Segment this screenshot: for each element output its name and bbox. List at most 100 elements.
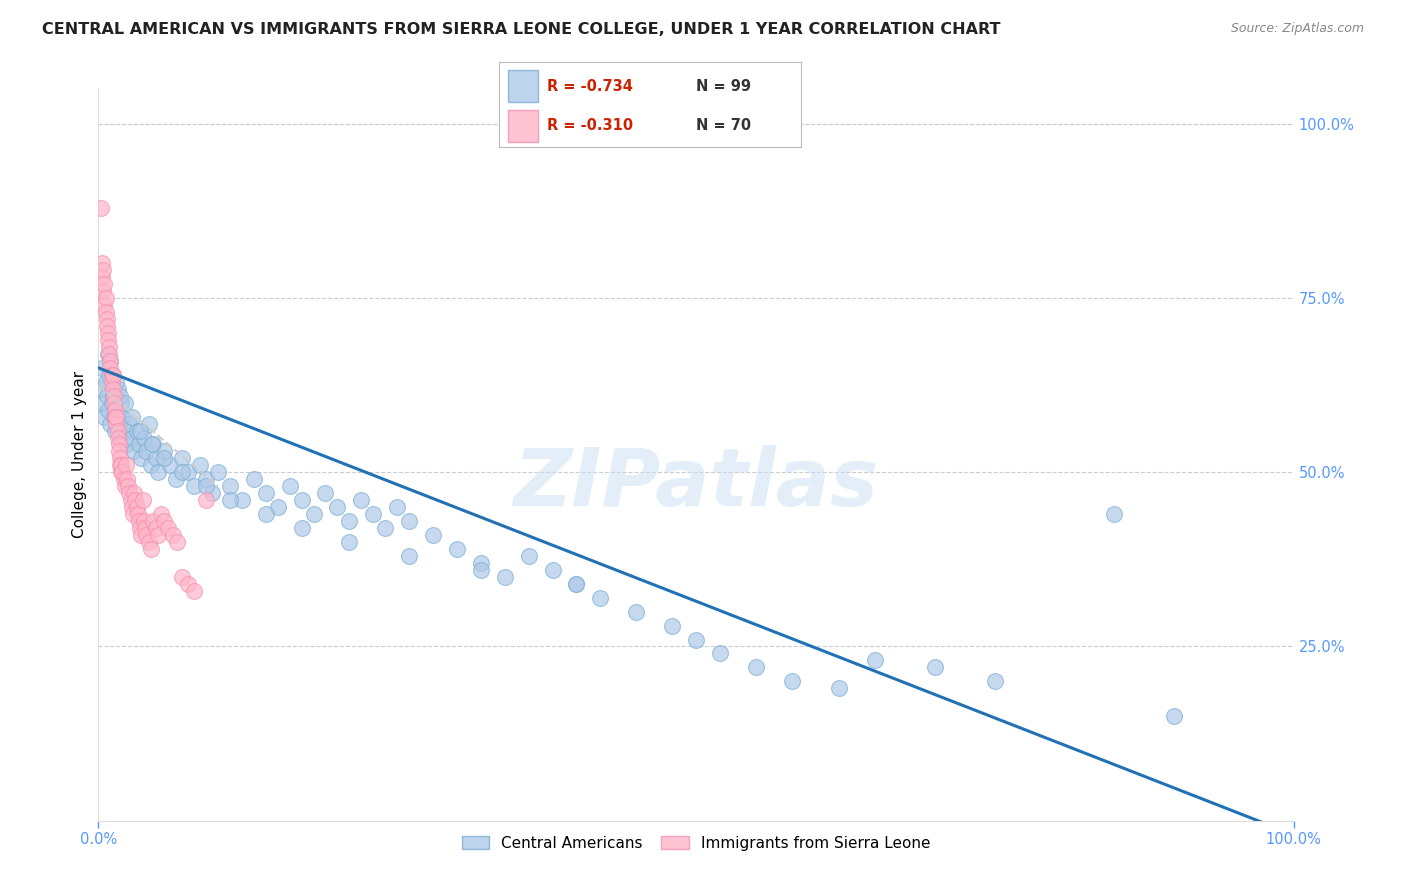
Point [129, 424, 152, 438]
Point [132, 514, 155, 528]
Point [398, 514, 420, 528]
Point [162, 528, 184, 542]
Point [104, 402, 127, 417]
Point [153, 514, 176, 528]
Point [302, 507, 325, 521]
Point [589, 591, 612, 605]
Point [565, 576, 588, 591]
Point [91, 395, 114, 409]
Point [121, 500, 143, 515]
Point [172, 570, 194, 584]
Point [94, 291, 117, 305]
Point [291, 521, 314, 535]
Point [153, 444, 176, 458]
Point [96, 319, 118, 334]
Point [107, 424, 129, 438]
Legend: Central Americans, Immigrants from Sierra Leone: Central Americans, Immigrants from Sierr… [456, 830, 936, 857]
Point [780, 674, 803, 689]
Point [138, 535, 160, 549]
Point [110, 458, 132, 473]
Point [470, 563, 492, 577]
Point [97, 402, 120, 417]
Point [98, 347, 121, 361]
Point [91, 360, 114, 375]
Point [110, 395, 132, 409]
Point [114, 479, 136, 493]
Point [494, 570, 516, 584]
Point [108, 430, 131, 444]
Point [108, 451, 131, 466]
Point [98, 368, 121, 382]
Point [159, 458, 181, 473]
Point [96, 312, 118, 326]
Point [188, 458, 211, 473]
Point [385, 500, 409, 515]
Point [107, 382, 129, 396]
Point [183, 479, 205, 493]
Point [231, 493, 253, 508]
Point [254, 486, 277, 500]
Point [101, 368, 124, 382]
Point [129, 521, 152, 535]
Point [138, 417, 160, 431]
Point [148, 466, 170, 480]
Point [98, 360, 122, 375]
Point [177, 466, 200, 480]
Point [122, 507, 145, 521]
Point [117, 479, 139, 493]
Point [661, 618, 683, 632]
Point [90, 382, 112, 396]
Point [124, 444, 146, 458]
Point [118, 417, 141, 431]
Point [97, 333, 120, 347]
Point [172, 466, 194, 480]
Point [172, 451, 194, 466]
Point [98, 354, 122, 368]
Text: ZIPatlas: ZIPatlas [513, 445, 879, 524]
Point [125, 500, 148, 515]
Text: N = 70: N = 70 [696, 119, 751, 134]
Point [98, 417, 122, 431]
Point [828, 681, 851, 696]
Point [93, 298, 115, 312]
Point [153, 451, 176, 466]
Point [517, 549, 540, 563]
Point [100, 368, 122, 382]
Point [97, 347, 120, 361]
Point [446, 541, 468, 556]
Point [100, 375, 122, 389]
Point [115, 472, 138, 486]
Point [363, 507, 385, 521]
Point [219, 479, 242, 493]
Point [183, 583, 205, 598]
Text: Source: ZipAtlas.com: Source: ZipAtlas.com [1230, 22, 1364, 36]
Point [470, 556, 492, 570]
Point [124, 486, 146, 500]
Point [139, 541, 162, 556]
Point [103, 395, 125, 409]
Point [111, 409, 134, 424]
Point [148, 528, 170, 542]
Point [1163, 709, 1185, 723]
Point [145, 521, 167, 535]
Point [177, 576, 200, 591]
Point [374, 521, 396, 535]
Point [142, 437, 165, 451]
Point [111, 466, 134, 480]
Point [207, 466, 229, 480]
Point [135, 528, 157, 542]
Point [121, 409, 143, 424]
Point [105, 409, 128, 424]
Point [105, 375, 128, 389]
Point [254, 507, 277, 521]
Point [100, 395, 122, 409]
Point [145, 451, 167, 466]
Point [98, 340, 121, 354]
Point [135, 444, 157, 458]
Point [107, 444, 129, 458]
Text: R = -0.310: R = -0.310 [547, 119, 634, 134]
Point [125, 424, 148, 438]
Point [350, 493, 373, 508]
Point [112, 472, 135, 486]
Point [865, 653, 887, 667]
